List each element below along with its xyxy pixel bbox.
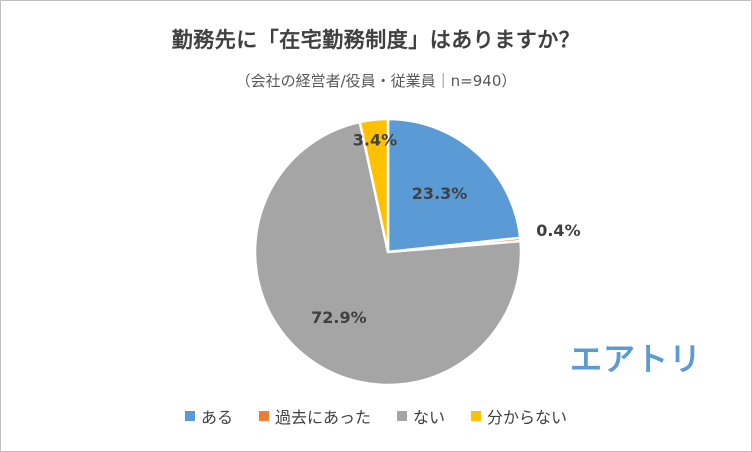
legend-label: 過去にあった (274, 408, 371, 427)
legend-item-2: ない (397, 404, 445, 428)
legend-item-3: 分からない (471, 404, 567, 428)
legend-swatch (258, 411, 269, 421)
legend-label: ある (200, 408, 233, 427)
legend-swatch (471, 411, 482, 421)
chart-subtitle: （会社の経営者/役員・従業員｜n=940） (235, 72, 517, 90)
legend-swatch (397, 411, 407, 421)
pie-slice-0 (386, 117, 522, 254)
pie-slice-2 (253, 120, 523, 387)
chart-title: 勤務先に「在宅勤務制度」はありますか？ (171, 28, 581, 52)
legend-label: 分からない (487, 408, 568, 427)
legend-label: ない (413, 408, 446, 427)
pie-slice-3 (358, 117, 390, 254)
pie-data-label-2: 72.9% (311, 308, 367, 327)
legend-item-1: 過去にあった (258, 404, 371, 428)
pie-data-label-3: 3.4% (353, 130, 397, 149)
chart-legend: ある 過去にあった ない 分からない (0, 404, 752, 428)
legend-item-0: ある (184, 404, 233, 428)
pie-data-label-1: 0.4% (536, 221, 580, 240)
airtrip-logo: エアトリ (570, 340, 703, 378)
legend-swatch (184, 411, 195, 421)
pie-data-label-0: 23.3% (412, 184, 468, 203)
